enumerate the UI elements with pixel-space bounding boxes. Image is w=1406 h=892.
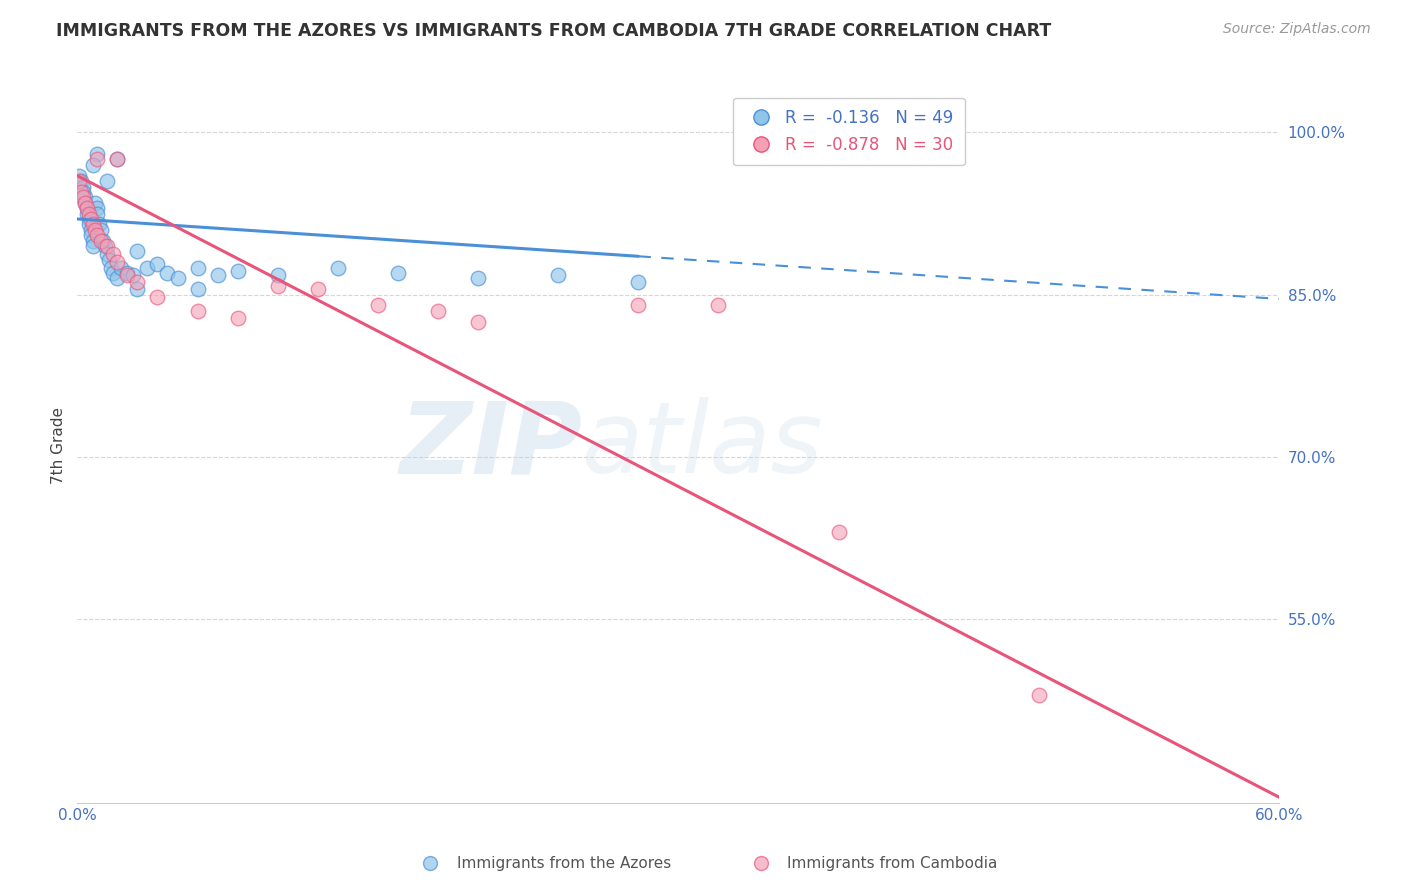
Point: [1028, 688, 1050, 702]
Y-axis label: 7th Grade: 7th Grade: [51, 408, 66, 484]
Point: [80, 223, 103, 237]
Point: [86, 147, 108, 161]
Point: [90, 223, 112, 237]
Point: [307, 282, 329, 296]
Point: [84, 223, 107, 237]
Point: [82, 239, 104, 253]
Point: [127, 244, 149, 259]
Point: [76, 201, 98, 215]
Point: [749, 856, 772, 871]
Point: [547, 268, 569, 282]
Point: [90, 234, 112, 248]
Point: [117, 266, 139, 280]
Point: [122, 268, 145, 282]
Point: [146, 290, 169, 304]
Point: [70, 185, 93, 199]
Point: [84, 195, 107, 210]
Point: [72, 190, 94, 204]
Point: [86, 153, 108, 167]
Text: atlas: atlas: [582, 398, 824, 494]
Point: [828, 525, 851, 540]
Point: [267, 279, 290, 293]
Point: [127, 275, 149, 289]
Point: [107, 153, 129, 167]
Point: [82, 158, 104, 172]
Point: [86, 201, 108, 215]
Point: [107, 255, 129, 269]
Point: [76, 201, 98, 215]
Point: [467, 271, 489, 285]
Point: [76, 206, 98, 220]
Point: [467, 315, 489, 329]
Point: [103, 246, 125, 260]
Point: [127, 282, 149, 296]
Point: [107, 271, 129, 285]
Point: [187, 282, 209, 296]
Text: IMMIGRANTS FROM THE AZORES VS IMMIGRANTS FROM CAMBODIA 7TH GRADE CORRELATION CHA: IMMIGRANTS FROM THE AZORES VS IMMIGRANTS…: [56, 22, 1052, 40]
Point: [75, 190, 97, 204]
Point: [79, 211, 101, 226]
Point: [80, 211, 103, 226]
Point: [326, 260, 349, 275]
Point: [187, 260, 209, 275]
Point: [387, 266, 409, 280]
Point: [98, 253, 121, 268]
Point: [93, 234, 115, 248]
Point: [207, 268, 229, 282]
Text: Immigrants from the Azores: Immigrants from the Azores: [457, 856, 671, 871]
Point: [80, 228, 103, 243]
Point: [427, 303, 450, 318]
Point: [226, 311, 249, 326]
Point: [82, 218, 104, 232]
Text: ZIP: ZIP: [399, 398, 582, 494]
Point: [419, 856, 441, 871]
Point: [100, 260, 122, 275]
Point: [136, 260, 159, 275]
Point: [86, 206, 108, 220]
Text: Immigrants from Cambodia: Immigrants from Cambodia: [787, 856, 998, 871]
Point: [107, 153, 129, 167]
Point: [96, 174, 118, 188]
Point: [86, 228, 108, 243]
Point: [70, 174, 93, 188]
Point: [67, 174, 90, 188]
Legend: R =  -0.136   N = 49, R =  -0.878   N = 30: R = -0.136 N = 49, R = -0.878 N = 30: [733, 97, 965, 165]
Point: [96, 246, 118, 260]
Point: [75, 195, 97, 210]
Point: [82, 234, 104, 248]
Point: [117, 268, 139, 282]
Point: [79, 206, 101, 220]
Point: [627, 298, 650, 312]
Point: [103, 266, 125, 280]
Point: [156, 266, 179, 280]
Point: [226, 264, 249, 278]
Point: [94, 239, 117, 253]
Point: [267, 268, 290, 282]
Point: [96, 239, 118, 253]
Point: [166, 271, 188, 285]
Point: [72, 185, 94, 199]
Point: [627, 275, 650, 289]
Point: [67, 169, 90, 183]
Point: [79, 218, 101, 232]
Point: [75, 195, 97, 210]
Point: [89, 218, 111, 232]
Point: [110, 260, 132, 275]
Point: [72, 179, 94, 194]
Point: [707, 298, 730, 312]
Text: Source: ZipAtlas.com: Source: ZipAtlas.com: [1223, 22, 1371, 37]
Point: [146, 257, 169, 271]
Point: [367, 298, 389, 312]
Point: [187, 303, 209, 318]
